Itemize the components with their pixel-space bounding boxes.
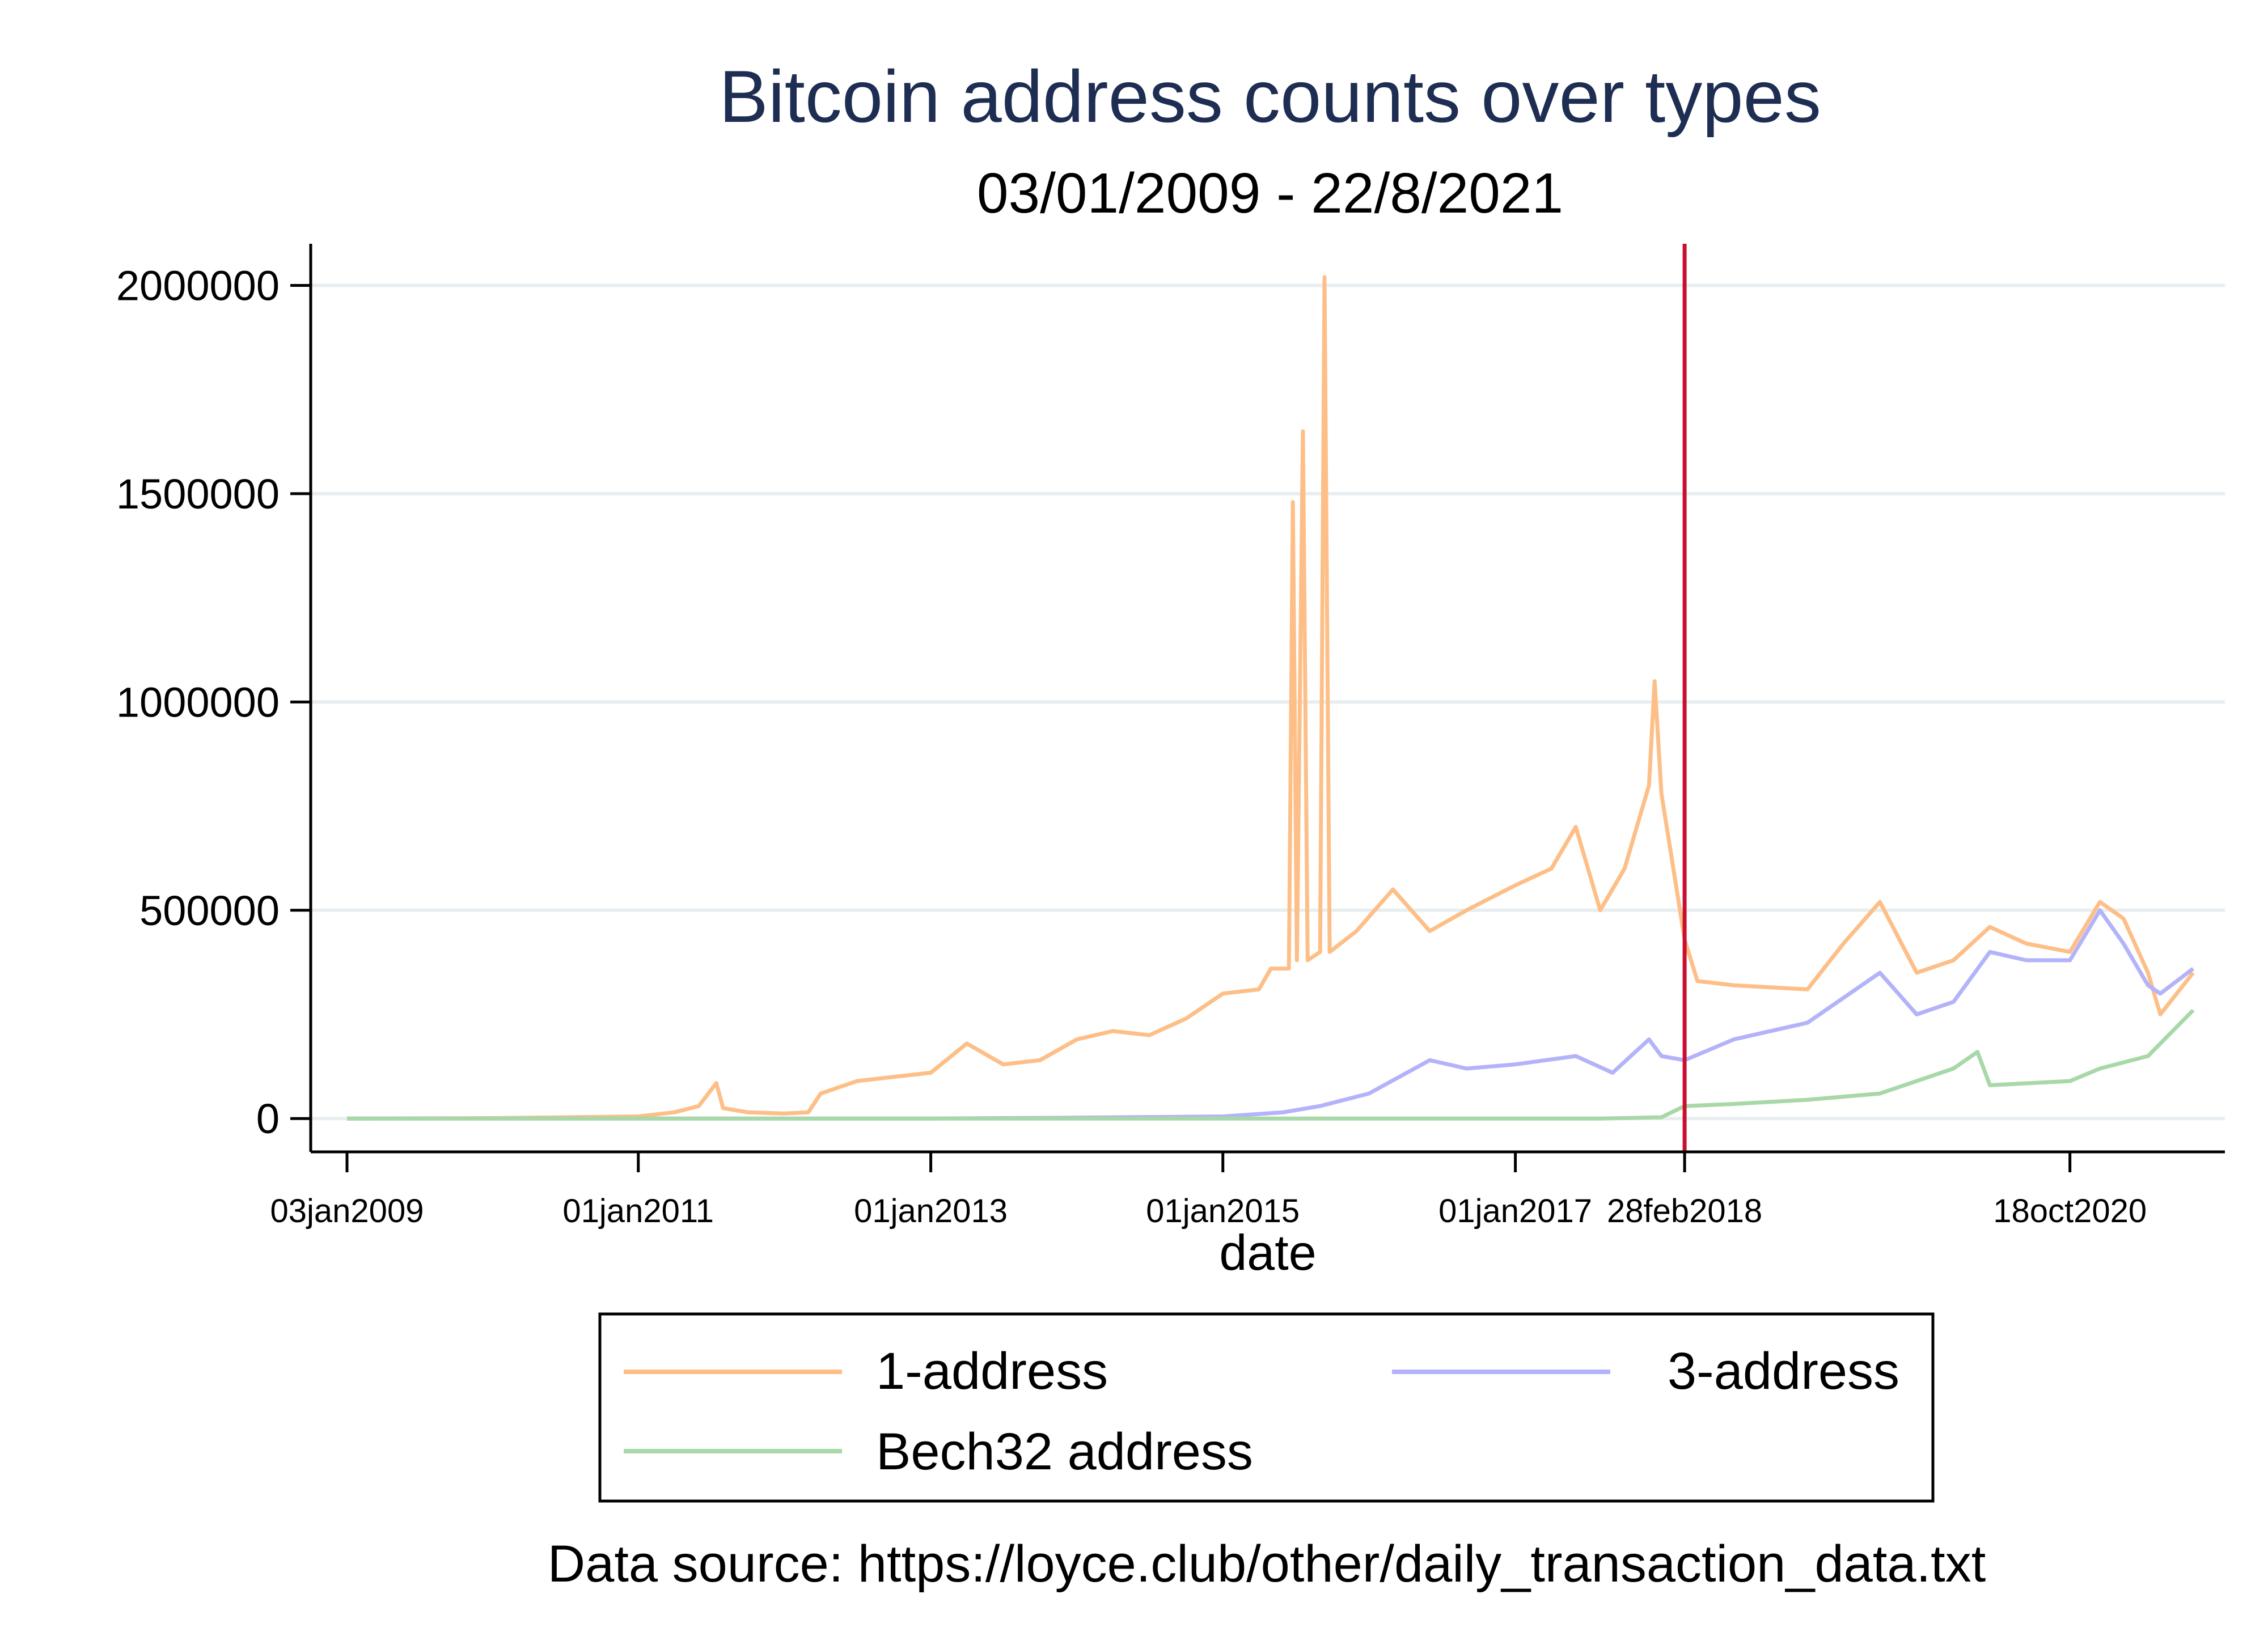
legend-label-1-address: 1-address [876,1342,1108,1400]
x-tick-label: 01jan2017 [1438,1193,1592,1230]
x-tick-label: 01jan2011 [562,1193,714,1230]
y-tick-label: 500000 [139,887,280,934]
x-tick-label: 01jan2013 [854,1193,1008,1230]
gridlines [311,283,2225,1121]
y-tick-label: 1500000 [116,470,280,518]
y-tick-label: 2000000 [116,262,280,309]
legend-label-3-address: 3-address [1668,1342,1899,1400]
x-tick-label: 01jan2015 [1146,1193,1300,1230]
y-tick-label: 1000000 [116,679,280,726]
chart-title: Bitcoin address counts over types [719,55,1821,138]
legend-label-bech32-address: Bech32 address [876,1423,1253,1481]
series-line-3-address [347,908,2195,1121]
x-tick-label: 18oct2020 [1993,1193,2147,1230]
series-line-1-address [346,275,2195,1121]
legend-box [598,1312,1935,1503]
series-lines [346,275,2195,1121]
x-tick-label: 28feb2018 [1607,1193,1762,1230]
x-axis-label: date [1219,1224,1316,1281]
chart-subtitle: 03/01/2009 - 22/8/2021 [977,162,1563,225]
y-ticks: 0 500000 1000000 1500000 2000000 [116,262,311,1142]
legend: 1-address 3-address Bech32 address [598,1312,1935,1503]
x-tick-label: 03jan2009 [270,1193,424,1230]
source-note: Data source: https://loyce.club/other/da… [548,1535,1986,1593]
x-ticks: 03jan2009 01jan2011 01jan2013 01jan2015 01ja… [270,1152,2147,1230]
y-tick-label: 0 [256,1095,280,1142]
series-line-bech32-address [347,1008,2195,1121]
